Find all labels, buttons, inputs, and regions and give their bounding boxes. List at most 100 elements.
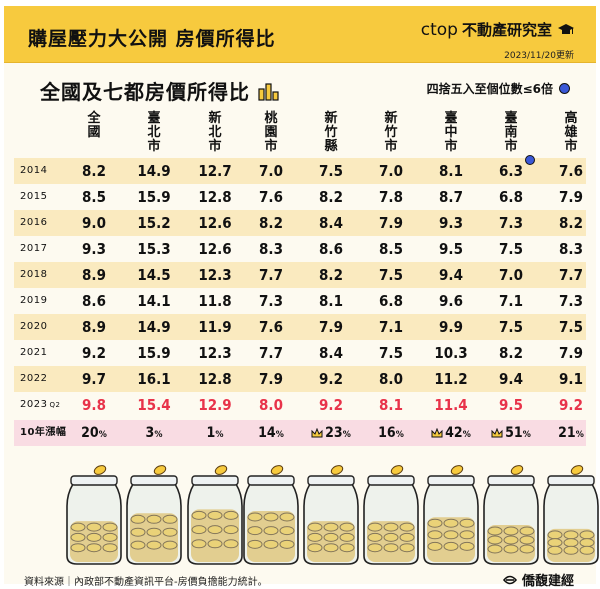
row-year: 2023 Q2 [20, 392, 60, 418]
table-cell: 8.0 [259, 396, 283, 414]
jar-body [363, 483, 419, 565]
table-cell: 8.1 [319, 292, 343, 310]
row-year-text: 2023 [20, 399, 48, 410]
crown-icon [311, 428, 323, 438]
coin [563, 545, 579, 555]
table-cell: 16.1 [137, 370, 171, 388]
table-cell: 12.7 [198, 162, 232, 180]
row-year-text: 2015 [20, 191, 48, 202]
growth-value: 14 [258, 425, 276, 441]
coin [102, 532, 118, 542]
table-cell: 14.5 [137, 266, 171, 284]
column-header: 臺北市 [147, 111, 161, 154]
coin [307, 543, 323, 553]
coin [70, 532, 86, 542]
table-cell: 14.1 [137, 292, 171, 310]
table-cell: 11.4 [434, 396, 468, 414]
growth-cell: 23% [301, 420, 361, 446]
coin [459, 530, 475, 540]
growth-value: 51 [505, 425, 523, 441]
table-cell: 12.6 [198, 240, 232, 258]
jar-lid [70, 475, 118, 486]
table-cell: 7.3 [559, 292, 583, 310]
chart-title: 全國及七都房價所得比 [40, 76, 280, 105]
row-year-text: 2017 [20, 243, 48, 254]
jar-coins [130, 513, 178, 562]
table-cell: 8.9 [82, 318, 106, 336]
coin [162, 514, 178, 524]
coin [247, 539, 263, 549]
row-year: 2015 [20, 184, 47, 210]
table-cell: 14.9 [137, 162, 171, 180]
jar-body [126, 483, 182, 565]
coin [102, 543, 118, 553]
coin [70, 543, 86, 553]
coin [86, 543, 102, 553]
growth-cell: 21% [541, 420, 600, 446]
table-cell: 8.2 [82, 162, 106, 180]
table-cell: 7.9 [259, 370, 283, 388]
coin [399, 522, 415, 532]
coin [223, 539, 239, 549]
jar-body [303, 483, 359, 565]
column-header: 新北市 [208, 111, 222, 154]
table-row: 2023 Q2 9.8 15.4 12.9 8.0 9.2 8.1 11.4 9.5 9.2 [14, 392, 586, 418]
banner-title: 購屋壓力大公開 房價所得比 [28, 28, 276, 50]
table-cell: 8.9 [82, 266, 106, 284]
table-cell: 7.1 [379, 318, 403, 336]
graduation-cap-icon [558, 23, 574, 34]
table-cell: 7.8 [379, 188, 403, 206]
table-row: 2018 8.9 14.5 12.3 7.7 8.2 7.5 9.4 7.0 7.7 [14, 262, 586, 288]
coin-jar [483, 465, 539, 565]
legend-note-text: 四捨五入至個位數≤6倍 [426, 82, 553, 96]
coin [459, 541, 475, 551]
table-row: 2021 9.2 15.9 12.3 7.7 8.4 7.5 10.3 8.2 7.9 [14, 340, 586, 366]
coin [427, 530, 443, 540]
coin [519, 526, 535, 536]
coin [191, 539, 207, 549]
coin [443, 530, 459, 540]
coin [279, 512, 295, 522]
coin [102, 522, 118, 532]
jar-body [423, 483, 479, 565]
legend-dot-icon [559, 83, 570, 94]
falling-coin [450, 465, 464, 475]
coin [307, 532, 323, 542]
table-cell: 8.2 [319, 188, 343, 206]
coin [279, 526, 295, 536]
row-year-text: 2022 [20, 373, 48, 384]
growth-unit: % [342, 430, 351, 440]
table-cell: 8.1 [379, 396, 403, 414]
table-cell: 9.3 [82, 240, 106, 258]
table-cell: 7.1 [499, 292, 523, 310]
coin [487, 535, 503, 545]
growth-cell: 51% [481, 420, 541, 446]
table-cell: 8.2 [319, 266, 343, 284]
table-cell: 7.7 [559, 266, 583, 284]
column-header: 桃園市 [264, 111, 278, 154]
coin [207, 539, 223, 549]
coin [162, 527, 178, 537]
table-cell: 15.2 [137, 214, 171, 232]
table-cell: 15.4 [137, 396, 171, 414]
table-cell: 8.6 [319, 240, 343, 258]
jar-body [66, 483, 122, 565]
coin [191, 510, 207, 520]
growth-value: 1 [206, 425, 216, 441]
coin-jar [303, 465, 359, 565]
row-year: 2018 [20, 262, 47, 288]
table-cell: 6.8 [499, 188, 523, 206]
column-header: 高雄市 [564, 111, 578, 154]
table-row: 2015 8.5 15.9 12.8 7.6 8.2 7.8 8.7 6.8 7.9 [14, 184, 586, 210]
coin [146, 540, 162, 550]
table-cell: 7.5 [379, 344, 403, 362]
table-cell: 9.4 [439, 266, 463, 284]
coin [503, 535, 519, 545]
coin [146, 514, 162, 524]
table-cell: 9.7 [82, 370, 106, 388]
growth-value: 20 [81, 425, 99, 441]
growth-unit: % [395, 430, 404, 440]
coin [519, 544, 535, 554]
table-cell: 7.6 [259, 188, 283, 206]
row-year-text: 2016 [20, 217, 48, 228]
